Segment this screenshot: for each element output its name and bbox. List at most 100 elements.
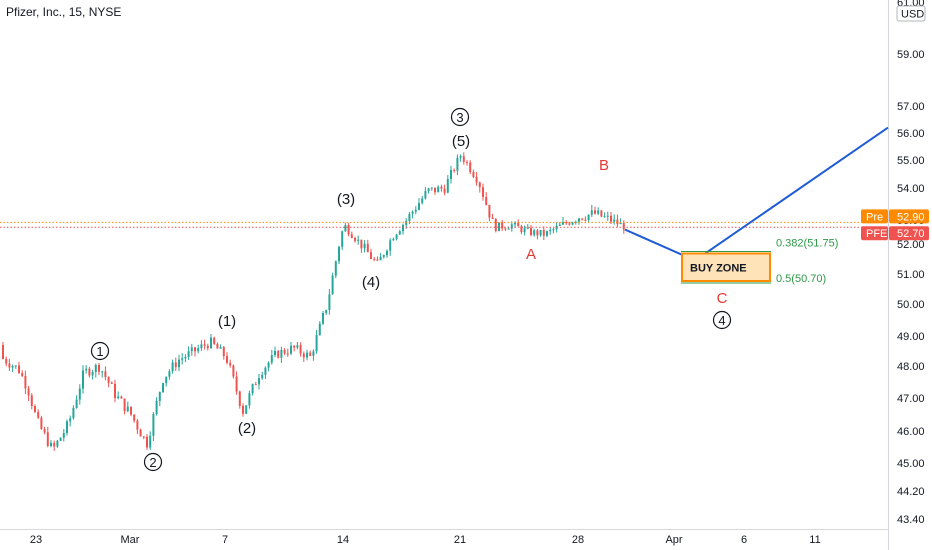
candle [456, 154, 459, 176]
x-axis-labels: 23 Mar 7 14 21 28 Apr 6 11 [30, 534, 821, 546]
price-tag-pre: Pre 52.90 [861, 209, 929, 224]
candle [616, 214, 619, 228]
candle [267, 361, 270, 372]
candle [117, 391, 120, 400]
candle [149, 431, 152, 451]
candle [459, 154, 462, 162]
wave-label-intermediate: (3) [337, 191, 355, 208]
projection-path [624, 126, 889, 262]
y-tick-label: 50.00 [897, 299, 925, 311]
candle [450, 165, 452, 184]
candle [331, 272, 334, 295]
candlesticks [2, 152, 625, 451]
wave-label-intermediate: (5) [452, 133, 470, 150]
candle [43, 426, 46, 435]
candle [254, 381, 257, 386]
candle [370, 248, 372, 260]
candle [27, 385, 30, 402]
candle [91, 369, 94, 380]
candle [56, 439, 59, 448]
candle [107, 376, 110, 388]
price-axis-divider [888, 0, 889, 550]
candle [597, 207, 600, 216]
candle [104, 366, 107, 381]
candle [110, 381, 113, 385]
candle [126, 401, 129, 413]
candle [162, 382, 164, 394]
candle [539, 229, 542, 237]
candle [565, 220, 568, 225]
candle [120, 395, 123, 399]
candle [606, 211, 609, 221]
wave-label-intermediate: (1) [218, 313, 236, 330]
candle [344, 222, 347, 232]
candle [571, 221, 574, 226]
candle [568, 221, 571, 226]
candle [245, 405, 248, 415]
candle [603, 212, 606, 218]
candle [488, 204, 491, 222]
candle [69, 415, 72, 427]
candle [619, 218, 622, 225]
candle [216, 342, 219, 349]
candle [203, 339, 206, 350]
candle [424, 187, 427, 200]
x-tick-label: 14 [337, 534, 349, 546]
candle [62, 429, 65, 442]
candle [549, 227, 552, 235]
candle [411, 210, 414, 219]
candle [338, 245, 340, 265]
wave-label-intermediate: (4) [362, 274, 380, 291]
wave-label-primary: 2 [143, 452, 163, 472]
candle [258, 374, 260, 390]
candle [242, 403, 244, 417]
candle [146, 434, 148, 450]
x-tick-label: 28 [572, 534, 584, 546]
candle [469, 160, 472, 175]
candle [357, 235, 360, 245]
candle [322, 311, 324, 326]
price-tag-label: PFE [866, 228, 887, 240]
candle [318, 321, 321, 336]
candle [158, 391, 161, 407]
candle [587, 214, 590, 223]
candle [466, 160, 468, 166]
svg-text:1: 1 [96, 344, 103, 359]
candle [594, 206, 596, 215]
candle [8, 358, 11, 371]
candle [350, 231, 353, 239]
candle [408, 211, 411, 225]
wave-label-primary: 3 [450, 107, 470, 127]
candle [309, 350, 312, 357]
wave-label-corrective: A [526, 246, 536, 263]
candle [379, 253, 382, 261]
candle [443, 184, 446, 196]
candle [613, 214, 616, 225]
candle [37, 409, 40, 420]
candle [334, 260, 337, 279]
y-tick-label: 52.00 [897, 239, 925, 251]
svg-text:2: 2 [149, 455, 156, 470]
candle [139, 428, 142, 437]
x-tick-label: Apr [665, 534, 682, 546]
candle [232, 364, 235, 379]
candle [600, 210, 603, 218]
candle [206, 343, 209, 351]
candle [558, 221, 561, 227]
candle [610, 211, 612, 225]
svg-text:3: 3 [456, 110, 463, 125]
candle [46, 426, 49, 448]
candle [130, 406, 132, 417]
currency-badge[interactable]: USD [896, 5, 926, 22]
y-tick-label: 51.00 [897, 269, 925, 281]
candle [82, 365, 84, 394]
fib-label-0382: 0.382(51.75) [776, 238, 838, 250]
wave-label-corrective: C [717, 290, 728, 307]
candle [446, 175, 449, 194]
candle [430, 187, 433, 191]
candle [181, 353, 184, 365]
currency-label: USD [901, 9, 924, 21]
candle [312, 349, 315, 361]
candle [133, 414, 136, 423]
